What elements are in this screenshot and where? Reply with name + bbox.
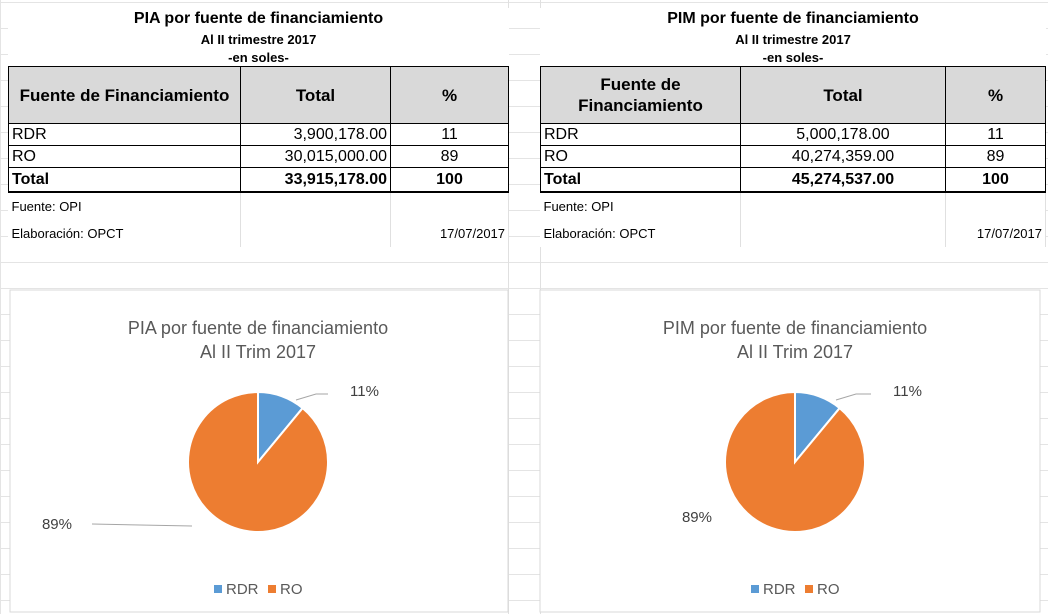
table-subtitle: -en soles- — [228, 49, 289, 65]
total-cell: Total — [540, 167, 741, 193]
footer-row: Fuente: OPI — [8, 192, 510, 220]
cell: 11 — [945, 123, 1046, 146]
leader-line — [91, 523, 193, 527]
data-label: 89% — [42, 516, 72, 533]
header-cell: Total — [240, 66, 391, 124]
table-subtitle: -en soles- — [762, 49, 824, 65]
legend-label: RO — [817, 581, 840, 598]
title-row: PIA por fuente de financiamiento — [9, 8, 509, 30]
table-subtitle: Al II trimestre 2017 — [200, 31, 317, 47]
empty — [240, 192, 391, 220]
source: Fuente: OPI — [540, 192, 741, 220]
header-cell: Fuente de Financiamiento — [540, 66, 741, 124]
prepared-by: Elaboración: OPCT — [8, 220, 241, 247]
leader-line — [295, 393, 328, 401]
data-label: 89% — [682, 509, 712, 526]
total-cell: 33,915,178.00 — [240, 167, 391, 193]
data-row: RDR 5,000,178.00 11 — [540, 123, 1046, 146]
cell: 3,900,178.00 — [240, 123, 391, 146]
header-cell: Total — [740, 66, 946, 124]
header-cell: % — [945, 66, 1046, 124]
table-subtitle: Al II trimestre 2017 — [735, 31, 851, 47]
cell: 30,015,000.00 — [240, 145, 391, 168]
header-cell: % — [389, 66, 510, 124]
data-row: RO 40,274,359.00 89 — [540, 145, 1046, 168]
header-row: Fuente de Financiamiento Total% — [540, 66, 1046, 124]
chart-subtitle: Al II Trim 2017 — [737, 342, 853, 362]
prepared-by: Elaboración: OPCT — [540, 220, 741, 247]
table-title: PIM por fuente de financiamiento — [667, 10, 919, 27]
date: 17/07/2017 — [390, 220, 510, 247]
table-title: PIA por fuente de financiamiento — [133, 10, 384, 27]
date: 17/07/2017 — [945, 220, 1046, 247]
chart-title: PIM por fuente de financiamiento — [663, 318, 927, 338]
total-cell: 100 — [945, 167, 1046, 193]
cell: 89 — [945, 145, 1046, 168]
pie-slice — [187, 390, 329, 533]
cell: 89 — [389, 145, 510, 168]
footer-row: Elaboración: OPCT 17/07/2017 — [8, 220, 510, 247]
empty — [945, 192, 1046, 220]
total-cell: Total — [8, 167, 241, 193]
total-cell: 45,274,537.00 — [740, 167, 946, 193]
legend-swatch — [751, 585, 759, 593]
legend-swatch — [805, 585, 813, 593]
subtitle-row: Al II trimestre 2017 — [9, 30, 509, 48]
total-row: Total 45,274,537.00 100 — [540, 167, 1046, 193]
data-row: RO 30,015,000.00 89 — [8, 145, 510, 168]
legend-label: RDR — [226, 581, 259, 598]
empty — [240, 220, 391, 247]
chart-title: PIA por fuente de financiamiento — [128, 318, 388, 338]
cell: RO — [540, 145, 741, 168]
data-label: 11% — [350, 383, 379, 400]
cell: 11 — [389, 123, 510, 146]
total-cell: 100 — [389, 167, 510, 193]
subtitle-row: -en soles- — [9, 48, 509, 67]
chart-subtitle: Al II Trim 2017 — [200, 342, 316, 362]
cell: RDR — [8, 123, 241, 146]
cell: RO — [8, 145, 241, 168]
footer-row: Elaboración: OPCT 17/07/2017 — [540, 220, 1046, 247]
legend-swatch — [268, 585, 276, 593]
total-row: Total 33,915,178.00 100 — [8, 167, 510, 193]
leader-line — [835, 393, 871, 401]
header-cell: Fuente de Financiamiento — [8, 66, 241, 124]
legend-label: RDR — [763, 581, 796, 598]
legend-label: RO — [280, 581, 303, 598]
subtitle-row: Al II trimestre 2017 — [541, 30, 1046, 48]
data-label: 11% — [893, 383, 922, 400]
data-row: RDR 3,900,178.00 11 — [8, 123, 510, 146]
source: Fuente: OPI — [8, 192, 241, 220]
empty — [390, 192, 510, 220]
footer-row: Fuente: OPI — [540, 192, 1046, 220]
cell: 40,274,359.00 — [740, 145, 946, 168]
pie-slice — [724, 390, 866, 533]
header-row: Fuente de Financiamiento Total% — [8, 66, 510, 124]
subtitle-row: -en soles- — [541, 48, 1046, 67]
title-row: PIM por fuente de financiamiento — [541, 8, 1046, 30]
data-table: PIA por fuente de financiamiento Al II tr… — [8, 8, 510, 247]
legend-swatch — [214, 585, 222, 593]
cell: RDR — [540, 123, 741, 146]
empty — [740, 220, 946, 247]
data-table: PIM por fuente de financiamiento Al II tr… — [540, 8, 1046, 247]
empty — [740, 192, 946, 220]
cell: 5,000,178.00 — [740, 123, 946, 146]
